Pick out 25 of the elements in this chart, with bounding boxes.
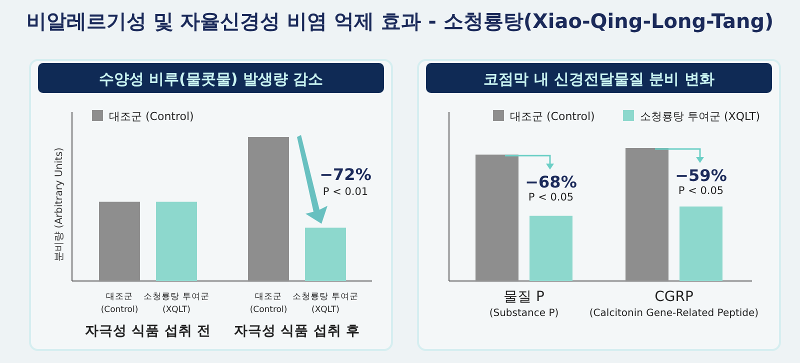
x-tick-label: 소청룡탕 투여군 (XQLT) (144, 292, 210, 315)
bar (530, 216, 572, 281)
legend-label: 대조군 (Control) (510, 110, 595, 123)
chart-subtitle: 코점막 내 신경전달물질 분비 변화 (484, 70, 714, 88)
bar (626, 148, 668, 281)
annotation: P < 0.01 (322, 186, 368, 198)
x-tick-label: CGRP (Calcitonin Gene-Related Peptide) (589, 289, 759, 319)
x-tick-label: 물질 P (Substance P) (489, 289, 559, 319)
chart-title: 비알레르기성 및 자율신경성 비염 억제 효과 - 소청룡탕(Xiao-Qing-Long-Tang) (26, 9, 774, 33)
text: 자극성 식품 섭취 후 (234, 323, 360, 339)
annotation: P < 0.05 (528, 192, 574, 204)
bar (680, 206, 722, 281)
text: 자극성 식품 섭취 전 (84, 323, 212, 339)
annotation: −68% (525, 172, 577, 192)
annotation: −72% (320, 165, 372, 184)
y-axis-title: 분비량 (Arbitrary Units) (54, 147, 65, 262)
legend-label: 대조군 (Control) (109, 110, 194, 123)
x-tick-label: 대조군 (Control) (100, 292, 138, 315)
x-tick-label: 대조군 (Control) (250, 292, 288, 315)
bar (476, 154, 518, 281)
x-tick-label: 소청룡탕 투여군 (XQLT) (292, 292, 358, 315)
annotation: −59% (675, 166, 727, 185)
legend-label: 소청룡탕 투여군 (XQLT) (640, 110, 760, 123)
chart-subtitle: 수양성 비루(물콧물) 발생량 감소 (98, 70, 324, 88)
annotation: P < 0.05 (678, 185, 724, 197)
